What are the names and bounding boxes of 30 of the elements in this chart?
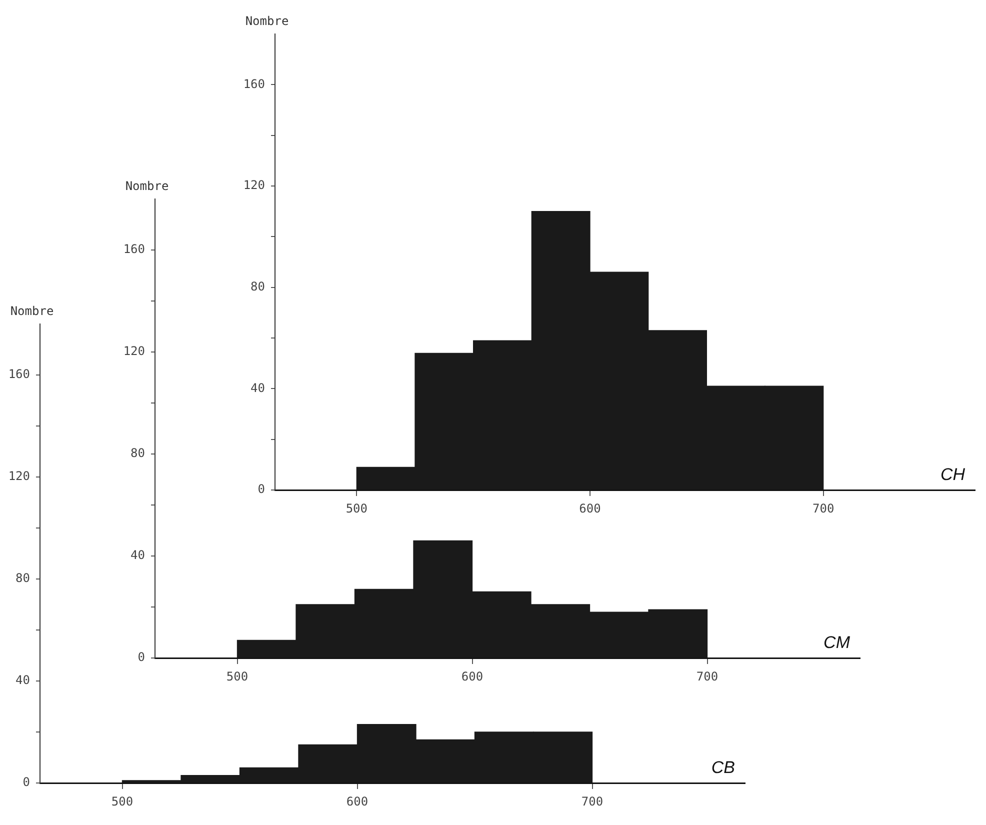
y-tick-label: 40 <box>130 548 145 562</box>
y-tick-label: 0 <box>258 482 265 496</box>
y-tick-label: 80 <box>250 279 265 294</box>
x-tick-label: 700 <box>812 501 834 516</box>
y-tick-label: 0 <box>138 650 145 664</box>
y-tick-label: 160 <box>123 242 145 256</box>
y-tick-label: 40 <box>16 673 30 688</box>
x-tick-label: 500 <box>346 501 368 516</box>
x-tick-label: 600 <box>461 669 484 684</box>
y-tick-label: 0 <box>22 775 30 790</box>
x-tick-label: 500 <box>226 669 248 684</box>
y-tick-label: 80 <box>16 571 30 586</box>
y-tick-label: 40 <box>250 380 265 395</box>
y-tick-label: 160 <box>243 76 265 91</box>
y-tick-label: 120 <box>123 344 145 358</box>
y-tick-label: 120 <box>8 469 30 484</box>
annotation: CB <box>711 758 735 778</box>
annotation: CM <box>824 633 851 652</box>
x-tick-label: 600 <box>346 794 368 808</box>
y-axis-title: Nombre <box>10 304 54 318</box>
annotation: CH <box>940 465 966 484</box>
y-tick-label: 80 <box>130 446 145 460</box>
y-axis-title: Nombre <box>245 14 289 28</box>
x-tick-label: 600 <box>579 501 601 516</box>
y-tick-label: 120 <box>243 178 265 192</box>
x-tick-label: 700 <box>696 669 718 684</box>
y-tick-label: 160 <box>8 367 30 382</box>
x-tick-label: 500 <box>111 794 134 808</box>
y-axis-title: Nombre <box>125 179 169 194</box>
x-tick-label: 700 <box>581 794 604 808</box>
